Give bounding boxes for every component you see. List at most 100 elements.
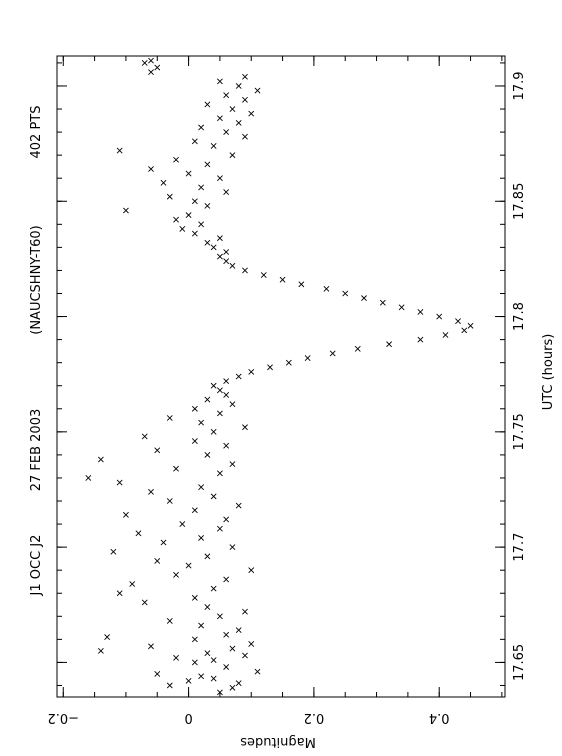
data-point bbox=[191, 438, 198, 444]
data-point bbox=[148, 69, 154, 76]
data-point bbox=[417, 336, 424, 343]
data-point bbox=[248, 368, 255, 375]
data-point bbox=[210, 585, 217, 592]
data-point bbox=[148, 488, 154, 495]
data-point bbox=[141, 433, 148, 440]
data-point bbox=[242, 133, 248, 140]
data-point bbox=[455, 318, 461, 325]
data-point bbox=[216, 78, 223, 85]
x-tick-label: 17.9 bbox=[512, 71, 527, 100]
data-point bbox=[97, 647, 104, 654]
data-point bbox=[386, 341, 393, 348]
data-point bbox=[242, 73, 248, 80]
data-point bbox=[323, 285, 330, 292]
data-point bbox=[185, 677, 192, 684]
data-point bbox=[248, 641, 255, 647]
data-point bbox=[229, 106, 236, 112]
data-point bbox=[154, 447, 161, 454]
data-point bbox=[298, 281, 305, 288]
data-point bbox=[179, 521, 186, 527]
data-point bbox=[210, 493, 217, 500]
data-point bbox=[116, 590, 123, 597]
data-point bbox=[166, 415, 173, 421]
data-point bbox=[223, 392, 230, 398]
data-point bbox=[179, 226, 186, 232]
data-point bbox=[248, 110, 255, 117]
data-point bbox=[223, 664, 230, 670]
data-point bbox=[235, 680, 242, 687]
data-point bbox=[191, 230, 198, 237]
data-point bbox=[198, 184, 205, 191]
data-point bbox=[216, 613, 223, 620]
data-point bbox=[223, 258, 230, 265]
data-point bbox=[229, 645, 236, 652]
header-observatory: (NAUCSHNY-T60) bbox=[29, 225, 44, 334]
data-point bbox=[229, 461, 236, 468]
data-point bbox=[204, 161, 211, 168]
data-point bbox=[267, 364, 273, 371]
data-point bbox=[191, 659, 198, 666]
data-point bbox=[173, 216, 179, 223]
data-point bbox=[216, 175, 223, 182]
data-point bbox=[166, 682, 173, 689]
data-point bbox=[235, 502, 242, 509]
data-point bbox=[229, 401, 236, 408]
data-point bbox=[342, 290, 349, 297]
data-point bbox=[279, 276, 286, 283]
data-point bbox=[198, 221, 205, 228]
data-point bbox=[185, 562, 192, 569]
data-point bbox=[216, 387, 223, 394]
data-point bbox=[116, 147, 123, 154]
data-point bbox=[235, 627, 242, 634]
data-point bbox=[398, 304, 405, 311]
data-point bbox=[204, 396, 211, 403]
data-point bbox=[198, 124, 205, 131]
data-point bbox=[198, 673, 205, 680]
data-point bbox=[216, 235, 223, 242]
data-point bbox=[223, 631, 230, 638]
data-point bbox=[148, 166, 154, 172]
data-point bbox=[204, 202, 211, 209]
data-point bbox=[116, 479, 123, 486]
data-point bbox=[198, 622, 205, 629]
data-point bbox=[173, 465, 179, 472]
data-point bbox=[173, 156, 179, 163]
data-point bbox=[254, 668, 261, 675]
data-point bbox=[223, 576, 230, 583]
data-point bbox=[166, 193, 173, 200]
data-point bbox=[110, 548, 117, 555]
data-point bbox=[436, 313, 443, 320]
data-point bbox=[223, 378, 230, 385]
data-point bbox=[379, 299, 386, 306]
data-point bbox=[260, 272, 267, 278]
data-point bbox=[191, 636, 198, 643]
data-point bbox=[354, 345, 361, 352]
data-point bbox=[216, 689, 223, 696]
data-point bbox=[204, 604, 211, 610]
data-point bbox=[461, 327, 468, 334]
data-point bbox=[204, 650, 211, 657]
data-point bbox=[254, 87, 261, 94]
data-point bbox=[123, 207, 129, 214]
data-point bbox=[198, 419, 205, 426]
data-point bbox=[329, 350, 336, 357]
data-point bbox=[223, 92, 230, 99]
data-point bbox=[204, 553, 211, 560]
x-tick-label: 17.8 bbox=[512, 302, 527, 331]
data-point bbox=[191, 507, 198, 514]
data-point bbox=[85, 475, 92, 481]
data-point bbox=[223, 189, 230, 195]
header-date: 27 FEB 2003 bbox=[29, 409, 44, 492]
data-point bbox=[235, 83, 242, 89]
data-point bbox=[123, 511, 129, 518]
data-point bbox=[210, 675, 217, 682]
data-point bbox=[285, 359, 292, 366]
data-point bbox=[141, 599, 148, 606]
data-point bbox=[442, 332, 449, 338]
y-axis-label: Magnitudes bbox=[240, 734, 316, 749]
data-point bbox=[198, 484, 205, 491]
data-point bbox=[216, 410, 223, 417]
data-point bbox=[242, 424, 248, 431]
data-point bbox=[216, 115, 223, 122]
